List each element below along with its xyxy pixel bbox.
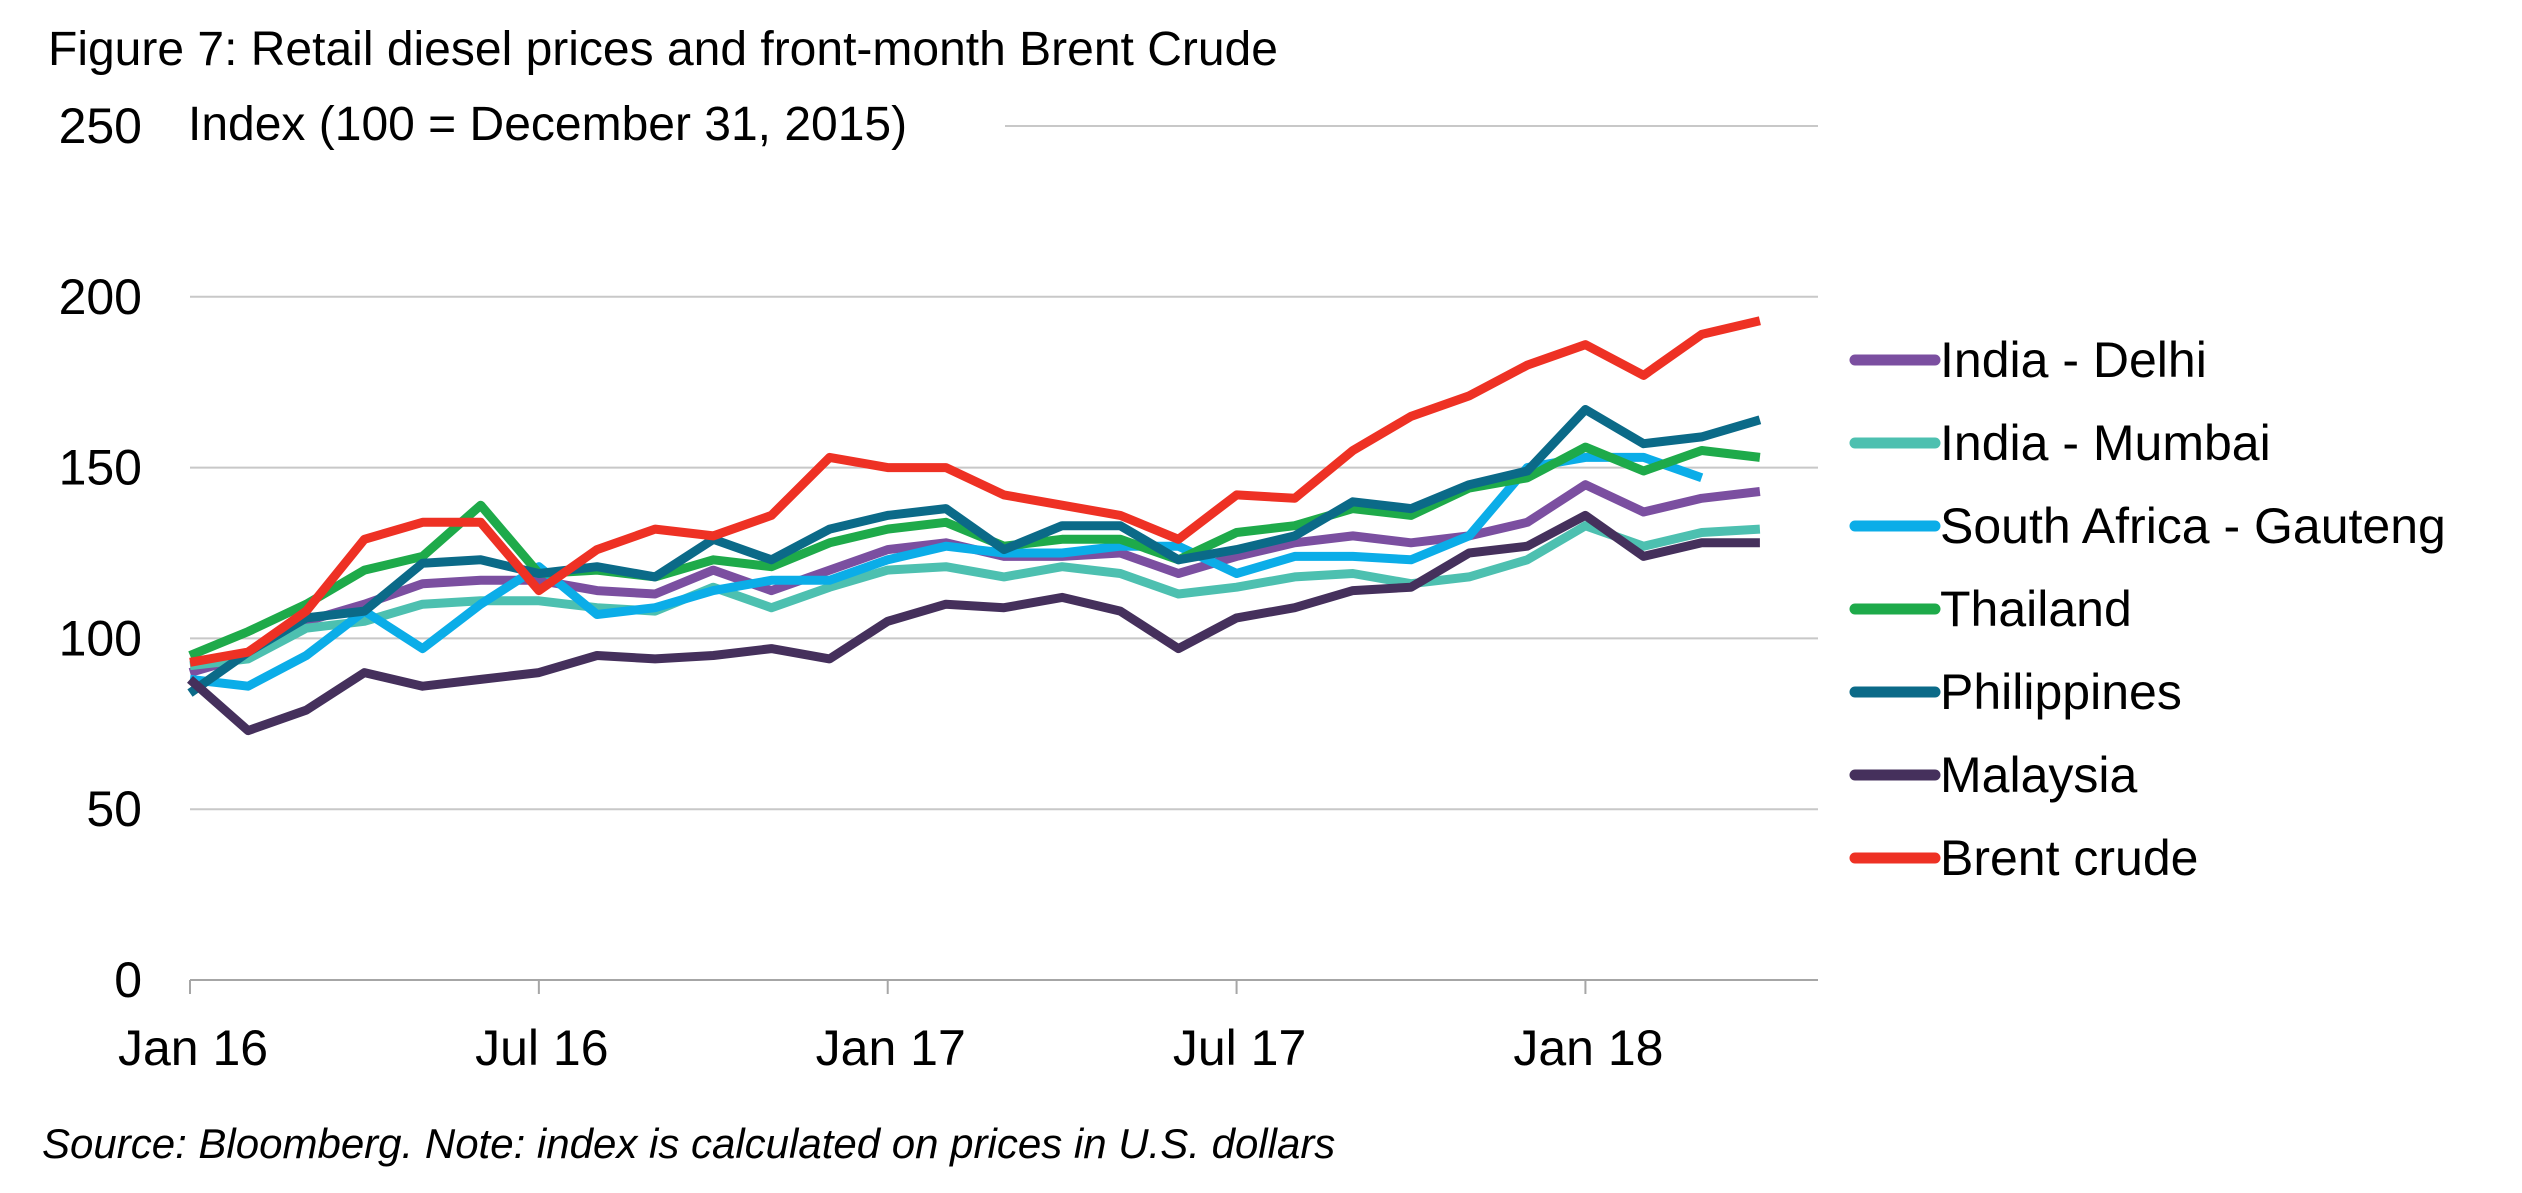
y-tick-250: 250 bbox=[59, 98, 142, 154]
series-line-5 bbox=[187, 510, 1760, 736]
legend: India - Delhi India - Mumbai South Africa … bbox=[1849, 332, 2446, 886]
legend-label-4: Philippines bbox=[1940, 664, 2182, 720]
legend-label-0: India - Delhi bbox=[1940, 332, 2207, 388]
series-line-4 bbox=[187, 405, 1762, 697]
legend-label-3: Thailand bbox=[1940, 581, 2132, 637]
y-tick-100: 100 bbox=[59, 610, 142, 666]
y-tick-150: 150 bbox=[59, 440, 142, 496]
legend-label-1: India - Mumbai bbox=[1940, 415, 2271, 471]
series-line-6 bbox=[189, 316, 1761, 667]
series-line-2 bbox=[189, 452, 1704, 691]
x-tick-labels: Jan 16 Jul 16 Jan 17 Jul 17 Jan 18 bbox=[118, 1020, 1664, 1076]
legend-label-6: Brent crude bbox=[1940, 830, 2198, 886]
y-tick-200: 200 bbox=[59, 269, 142, 325]
x-tick-2017-07: Jul 17 bbox=[1173, 1020, 1306, 1076]
chart-title: Figure 7: Retail diesel prices and front… bbox=[48, 23, 1278, 76]
y-tick-labels: 0 50 100 150 200 250 bbox=[59, 98, 142, 1008]
subtitle-backdrop bbox=[185, 90, 1005, 160]
x-tick-2016-07: Jul 16 bbox=[475, 1020, 608, 1076]
x-tick-2016-01: Jan 16 bbox=[118, 1020, 268, 1076]
grid-lines bbox=[190, 125, 1818, 811]
y-axis-label: Index (100 = December 31, 2015) bbox=[188, 98, 907, 151]
legend-label-5: Malaysia bbox=[1940, 747, 2137, 803]
legend-label-2: South Africa - Gauteng bbox=[1940, 498, 2446, 554]
x-tick-2018-01: Jan 18 bbox=[1513, 1020, 1663, 1076]
series-line-1 bbox=[189, 521, 1761, 671]
x-tick-2017-01: Jan 17 bbox=[816, 1020, 966, 1076]
y-tick-50: 50 bbox=[86, 781, 142, 837]
series-lines bbox=[187, 316, 1762, 736]
source-note: Source: Bloomberg. Note: index is calcul… bbox=[42, 1120, 1335, 1167]
y-tick-0: 0 bbox=[114, 952, 142, 1008]
axes bbox=[189, 979, 1818, 994]
